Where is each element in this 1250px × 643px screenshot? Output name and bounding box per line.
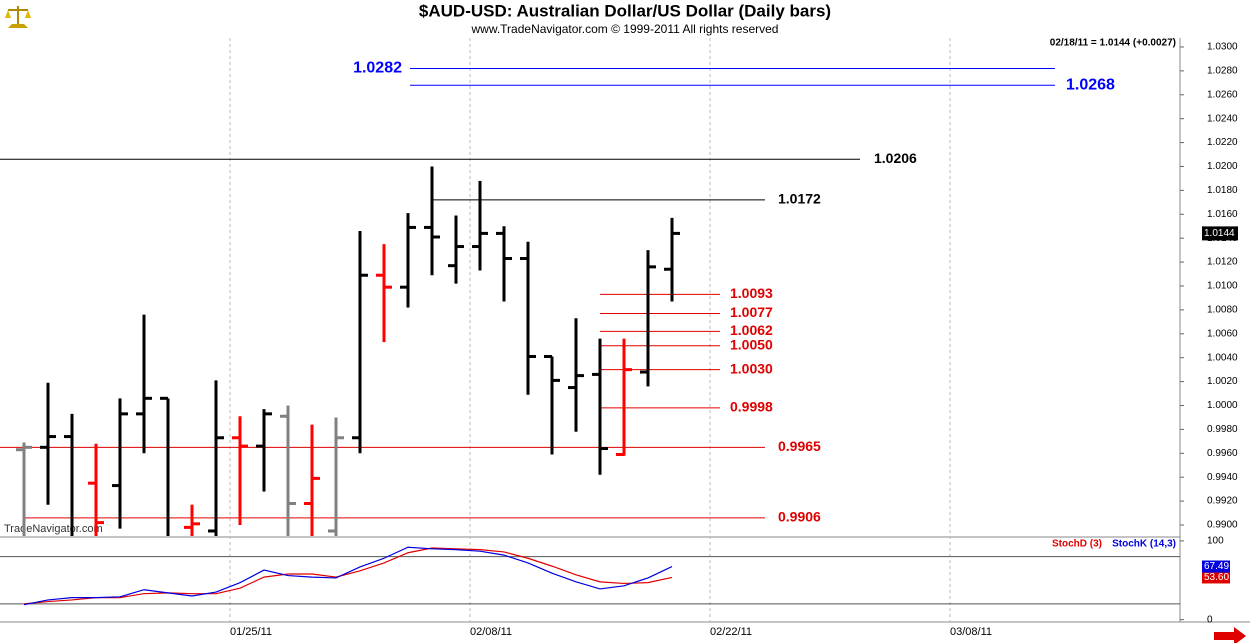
stoch-line [23, 547, 673, 605]
last-value-tag [1202, 571, 1230, 584]
level-label: 0.9965 [778, 438, 821, 454]
y-tick-label: 1.0000 [1207, 400, 1238, 411]
legend-entry: StochK (14,3) [1112, 539, 1176, 550]
y-tick-label: 1.0300 [1207, 42, 1238, 53]
level-label: 1.0268 [1066, 76, 1115, 93]
y-tick-label: 1.0020 [1207, 376, 1238, 387]
y-tick-label: 1.0240 [1207, 113, 1238, 124]
price-bars [15, 166, 680, 536]
level-label: 0.9998 [730, 399, 773, 415]
app-icon [2, 2, 36, 32]
y-tick-label: 0.9920 [1207, 496, 1238, 507]
level-label: 1.0172 [778, 191, 821, 207]
last-value-label: 53.60 [1204, 572, 1229, 583]
y-tick-label: 0 [1207, 614, 1213, 625]
watermark: TradeNavigator.com [4, 523, 103, 535]
stoch-line [23, 546, 673, 606]
y-tick-label: 1.0040 [1207, 352, 1238, 363]
level-label: 1.0077 [730, 304, 773, 320]
last-price-tag [1202, 226, 1238, 241]
level-label: 1.0282 [353, 60, 402, 77]
x-tick-label: 02/08/11 [470, 626, 512, 638]
x-tick-label: 02/22/11 [710, 626, 752, 638]
last-price-label: 1.0144 [1204, 228, 1235, 239]
y-tick-label: 1.0160 [1207, 209, 1238, 220]
y-tick-label: 1.0120 [1207, 257, 1238, 268]
scroll-arrow[interactable] [1214, 627, 1246, 643]
y-tick-label: 0.9980 [1207, 424, 1238, 435]
y-tick-label: 1.0200 [1207, 161, 1238, 172]
y-tick-label: 1.0100 [1207, 281, 1238, 292]
level-label: 1.0093 [730, 285, 773, 301]
chart-title: $AUD-USD: Australian Dollar/US Dollar (D… [419, 1, 831, 20]
y-tick-label: 1.0060 [1207, 328, 1238, 339]
chart-subtitle: www.TradeNavigator.com © 1999-2011 All r… [471, 22, 779, 36]
level-label: 0.9906 [778, 509, 821, 525]
level-label: 1.0206 [874, 150, 917, 166]
level-label: 1.0030 [730, 360, 773, 376]
y-tick-label: 0.9900 [1207, 520, 1238, 531]
y-tick-label: 1.0180 [1207, 185, 1238, 196]
y-tick-label: 1.0080 [1207, 305, 1238, 316]
price-info: 02/18/11 = 1.0144 (+0.0027) [1050, 38, 1176, 49]
y-tick-label: 1.0220 [1207, 137, 1238, 148]
last-value-label: 67.49 [1204, 561, 1229, 572]
y-tick-label: 1.0280 [1207, 66, 1238, 77]
y-tick-label: 1.0260 [1207, 89, 1238, 100]
x-tick-label: 01/25/11 [230, 626, 272, 638]
last-value-tag [1202, 560, 1230, 573]
y-tick-label: 0.9960 [1207, 448, 1238, 459]
x-tick-label: 03/08/11 [950, 626, 992, 638]
legend-entry: StochD (3) [1052, 539, 1102, 550]
y-tick-label: 100 [1207, 536, 1224, 547]
y-tick-label: 0.9940 [1207, 472, 1238, 483]
level-label: 1.0050 [730, 336, 773, 352]
level-label: 1.0062 [730, 322, 773, 338]
